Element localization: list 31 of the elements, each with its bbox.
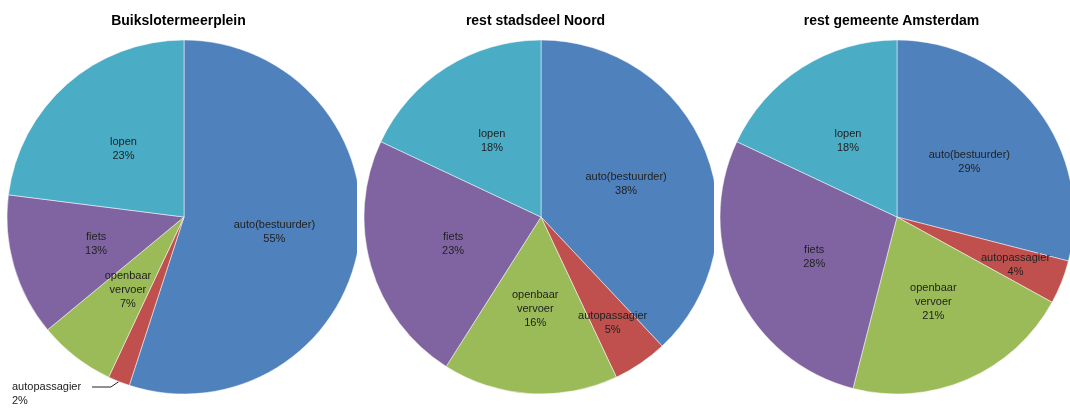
chart-title: rest stadsdeel Noord (465, 12, 605, 28)
data-label: 16% (523, 316, 547, 329)
data-label: 4% (1007, 264, 1024, 277)
slice-label: fiets (86, 229, 107, 242)
slice-label: autopassagier (981, 250, 1051, 263)
data-label: 2% (12, 394, 29, 406)
slice-label: openbaar vervoer (910, 280, 958, 307)
slice-label: openbaar vervoer (511, 288, 559, 315)
slice-label: fiets (442, 229, 464, 242)
slice-label: autopassagier (12, 380, 82, 392)
data-label: 18% (480, 140, 503, 153)
slice-label: lopen (110, 135, 137, 148)
chart-title: Buikslotermeerplein (111, 12, 246, 28)
data-label: 23% (112, 149, 135, 162)
slice-label: auto(bestuurder) (585, 170, 667, 183)
slice-label: lopen (478, 126, 506, 139)
data-label: 55% (263, 232, 286, 245)
data-label: 7% (119, 297, 137, 310)
slice-label: fiets (804, 242, 825, 255)
chart-title: rest gemeente Amsterdam (804, 12, 980, 28)
slice-label: lopen (834, 126, 862, 139)
data-label: 21% (922, 308, 945, 321)
slice-label: auto(bestuurder) (928, 147, 1011, 160)
data-label: 23% (441, 243, 464, 256)
data-label: 5% (604, 323, 621, 336)
slice-label: auto(bestuurder) (233, 218, 316, 231)
data-label: 38% (614, 184, 637, 197)
data-label: 28% (803, 256, 826, 269)
data-label: 29% (958, 161, 981, 174)
data-label: 13% (85, 243, 108, 256)
data-label: 18% (837, 140, 860, 153)
